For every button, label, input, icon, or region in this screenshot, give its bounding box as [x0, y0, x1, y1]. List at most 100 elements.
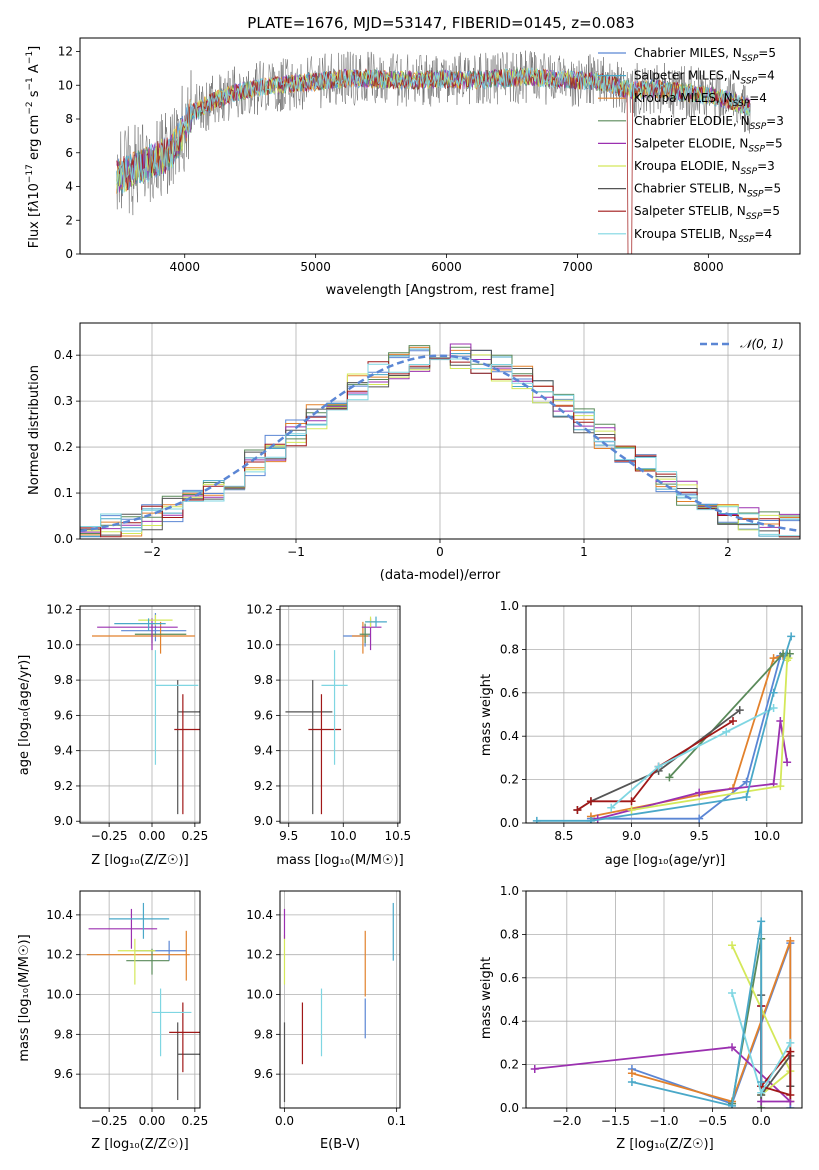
age-vs-metallicity-plot-area: −0.25 0.00 0.25 9.0 9.2 9.4 9.6 9.8 10.0 10.2: [46, 603, 208, 843]
massweight_vs_Z-data: [530, 917, 795, 1108]
spectrum-y-tick-label: 4: [65, 180, 73, 194]
spectrum-x-tick-label: 7000: [562, 260, 593, 274]
spectrum-plot-area: 4000 5000 6000 7000 8000 0 2 4 6 8 10 12: [58, 37, 801, 274]
weight-line-salpeter-elodie: [534, 1006, 793, 1103]
weight-marker-salpeter-miles: [787, 632, 796, 641]
weight-marker-chabrier-stelib: [735, 706, 744, 715]
spectrum-axes: 4000 5000 6000 7000 8000 0 2 4 6 8 10 12: [58, 37, 801, 274]
legend-label-chabrier-stelib: Chabrier STELIB, NSSP=5: [634, 182, 781, 200]
weight-marker-salpeter-miles: [757, 917, 766, 926]
mass_vs_Z-x-tick-label: −0.25: [91, 1114, 128, 1128]
massweight_vs_age-y-tick-label: 0.2: [500, 773, 519, 787]
legend-label-kroupa-stelib: Kroupa STELIB, NSSP=4: [634, 227, 772, 245]
mass-vs-extinction-plot-area: 0.0 0.1 9.6 9.8 10.0 10.2 10.4: [246, 890, 406, 1128]
mass_vs_EBV-axes: 0.0 0.1 9.6 9.8 10.0 10.2 10.4: [246, 890, 406, 1128]
weight-line-chabrier-elodie: [668, 652, 790, 779]
spectrum-line-salpeter-stelib: [116, 67, 751, 254]
mass-vs-metallicity-panel: −0.25 0.00 0.25 9.6 9.8 10.0 10.2 10.4 Z [log₁₀…: [17, 890, 208, 1152]
massweight_vs_Z-y-tick-label: 0.2: [500, 1058, 519, 1072]
age-vs-mass-panel: 9.5 10.0 10.5 9.0 9.2 9.4 9.6 9.8 10.0 10.2 mass …: [246, 603, 411, 868]
mass_vs_Z-axes: −0.25 0.00 0.25 9.6 9.8 10.0 10.2 10.4: [46, 890, 208, 1128]
massweight_vs_Z-x-tick-label: −1.0: [649, 1114, 678, 1128]
age_vs_mass-y-tick-label: 9.2: [254, 779, 273, 793]
massweight_vs_age-axes: 8.5 9.0 9.5 10.0 0.0 0.2 0.4 0.6 0.8 1.0: [500, 599, 803, 843]
weight-marker-salpeter-miles: [769, 688, 778, 697]
legend-label-chabrier-elodie: Chabrier ELODIE, NSSP=3: [634, 114, 784, 132]
age_vs_mass-y-tick-label: 9.0: [254, 814, 273, 828]
weight-marker-salpeter-elodie: [530, 1064, 539, 1073]
mass_vs_EBV-grid: [280, 891, 400, 1108]
massweight_vs_Z-y-tick-label: 0.4: [500, 1014, 519, 1028]
legend-label-salpeter-stelib: Salpeter STELIB, NSSP=5: [634, 204, 780, 222]
residuals-y-tick-label: 0.1: [54, 486, 73, 500]
mass_vs_EBV-x-tick-label: 0.0: [275, 1114, 294, 1128]
residuals-y-tick-label: 0.2: [54, 440, 73, 454]
mass-vs-metallicity-x-label: Z [log₁₀(Z/Z☉)]: [91, 1137, 188, 1152]
mass_vs_EBV-x-tick-label: 0.1: [387, 1114, 406, 1128]
mass_vs_EBV-data: [283, 902, 394, 1103]
age_vs_mass-y-tick-label: 10.2: [246, 603, 273, 617]
weight-marker-salpeter-stelib: [786, 1090, 795, 1099]
spectrum-y-label: Flux [fλ10−17 erg cm−2 s−1 A−1]: [25, 46, 42, 248]
weight-marker-kroupa-stelib: [769, 703, 778, 712]
figure-title: PLATE=1676, MJD=53147, FIBERID=0145, z=0…: [247, 14, 634, 32]
age_vs_Z-y-tick-label: 9.4: [54, 744, 73, 758]
age_vs_mass-y-tick-label: 9.8: [254, 673, 273, 687]
mass-weight-vs-metallicity-panel: −2.0 −1.5 −1.0 −0.5 0.0 0.0 0.2 0.4 0.6 0.8 1.0 Z …: [479, 884, 803, 1152]
massweight_vs_Z-y-tick-label: 0.8: [500, 927, 519, 941]
weight-marker-kroupa-elodie: [776, 782, 785, 791]
residuals-plot-area: −2 −1 0 1 2 0.0 0.1 0.2 0.3 0.4: [54, 322, 801, 559]
weight-marker-salpeter-stelib: [729, 717, 737, 726]
weight-line-salpeter-miles: [536, 636, 793, 822]
massweight_vs_Z-x-tick-label: 0.0: [752, 1114, 771, 1128]
spectrum-legend: Chabrier MILES, NSSP=5 Salpeter MILES, NS…: [598, 46, 784, 245]
age_vs_mass-y-tick-label: 9.6: [254, 708, 273, 722]
weight-marker-salpeter-stelib: [586, 797, 595, 806]
age_vs_mass-x-tick-label: 10.5: [384, 829, 411, 843]
mass-vs-extinction-x-label: E(B-V): [320, 1137, 360, 1152]
massweight_vs_Z-x-tick-label: −1.5: [601, 1114, 630, 1128]
spectrum-y-tick-label: 12: [58, 45, 73, 59]
residuals-data: [80, 343, 800, 539]
weight-marker-salpeter-miles: [728, 1101, 737, 1108]
massweight_vs_age-y-tick-label: 1.0: [500, 599, 519, 613]
age_vs_Z-x-tick-label: 0.00: [139, 829, 166, 843]
age_vs_Z-data: [92, 613, 200, 815]
weight-marker-kroupa-stelib: [728, 988, 737, 997]
mass_vs_Z-x-tick-label: 0.25: [181, 1114, 208, 1128]
spectrum-x-tick-label: 8000: [693, 260, 724, 274]
age_vs_mass-axes: 9.5 10.0 10.5 9.0 9.2 9.4 9.6 9.8 10.0 10.2: [246, 603, 411, 843]
residuals-panel: −2 −1 0 1 2 0.0 0.1 0.2 0.3 0.4 𝒩(0, 1) (data-mod…: [27, 322, 801, 583]
legend-label-salpeter-elodie: Salpeter ELODIE, NSSP=5: [634, 136, 783, 154]
mass_vs_Z-y-tick-label: 9.6: [54, 1067, 73, 1081]
weight-marker-kroupa-elodie: [627, 805, 636, 814]
mass_vs_Z-y-tick-label: 10.4: [46, 908, 73, 922]
residuals-grid: [80, 323, 800, 540]
spectrum-y-tick-label: 2: [65, 213, 73, 227]
residuals-y-tick-label: 0.4: [54, 348, 73, 362]
massweight_vs_age-x-tick-label: 9.0: [622, 829, 641, 843]
age-vs-metallicity-x-label: Z [log₁₀(Z/Z☉)]: [91, 853, 188, 868]
weight-marker-chabrier-miles: [695, 814, 704, 823]
legend-label-salpeter-miles: Salpeter MILES, NSSP=4: [634, 69, 775, 87]
weight-marker-kroupa-miles: [786, 936, 795, 945]
mass_vs_EBV-y-tick-label: 10.2: [246, 948, 273, 962]
age_vs_Z-x-tick-label: 0.25: [181, 829, 208, 843]
weight-marker-kroupa-stelib: [654, 762, 663, 771]
weight-marker-salpeter-elodie: [783, 758, 792, 767]
age_vs_Z-y-tick-label: 9.0: [54, 814, 73, 828]
mass_vs_Z-frame: [79, 890, 201, 1109]
spectrum-y-tick-label: 6: [65, 146, 73, 160]
mass_vs_EBV-y-tick-label: 10.4: [246, 908, 273, 922]
weight-marker-kroupa-miles: [769, 654, 778, 663]
age_vs_Z-axes: −0.25 0.00 0.25 9.0 9.2 9.4 9.6 9.8 10.0 10.2: [46, 603, 208, 843]
spectrum-y-tick-label: 0: [65, 247, 73, 261]
mass_vs_Z-data: [86, 902, 200, 1101]
mass_vs_EBV-y-tick-label: 9.8: [254, 1027, 273, 1041]
age_vs_mass-grid: [280, 606, 400, 823]
spectrum-y-tick-label: 8: [65, 112, 73, 126]
mass-vs-metallicity-plot-area: −0.25 0.00 0.25 9.6 9.8 10.0 10.2 10.4: [46, 890, 208, 1128]
spectrum-data: [116, 50, 751, 254]
massweight_vs_age-x-tick-label: 10.0: [753, 829, 780, 843]
